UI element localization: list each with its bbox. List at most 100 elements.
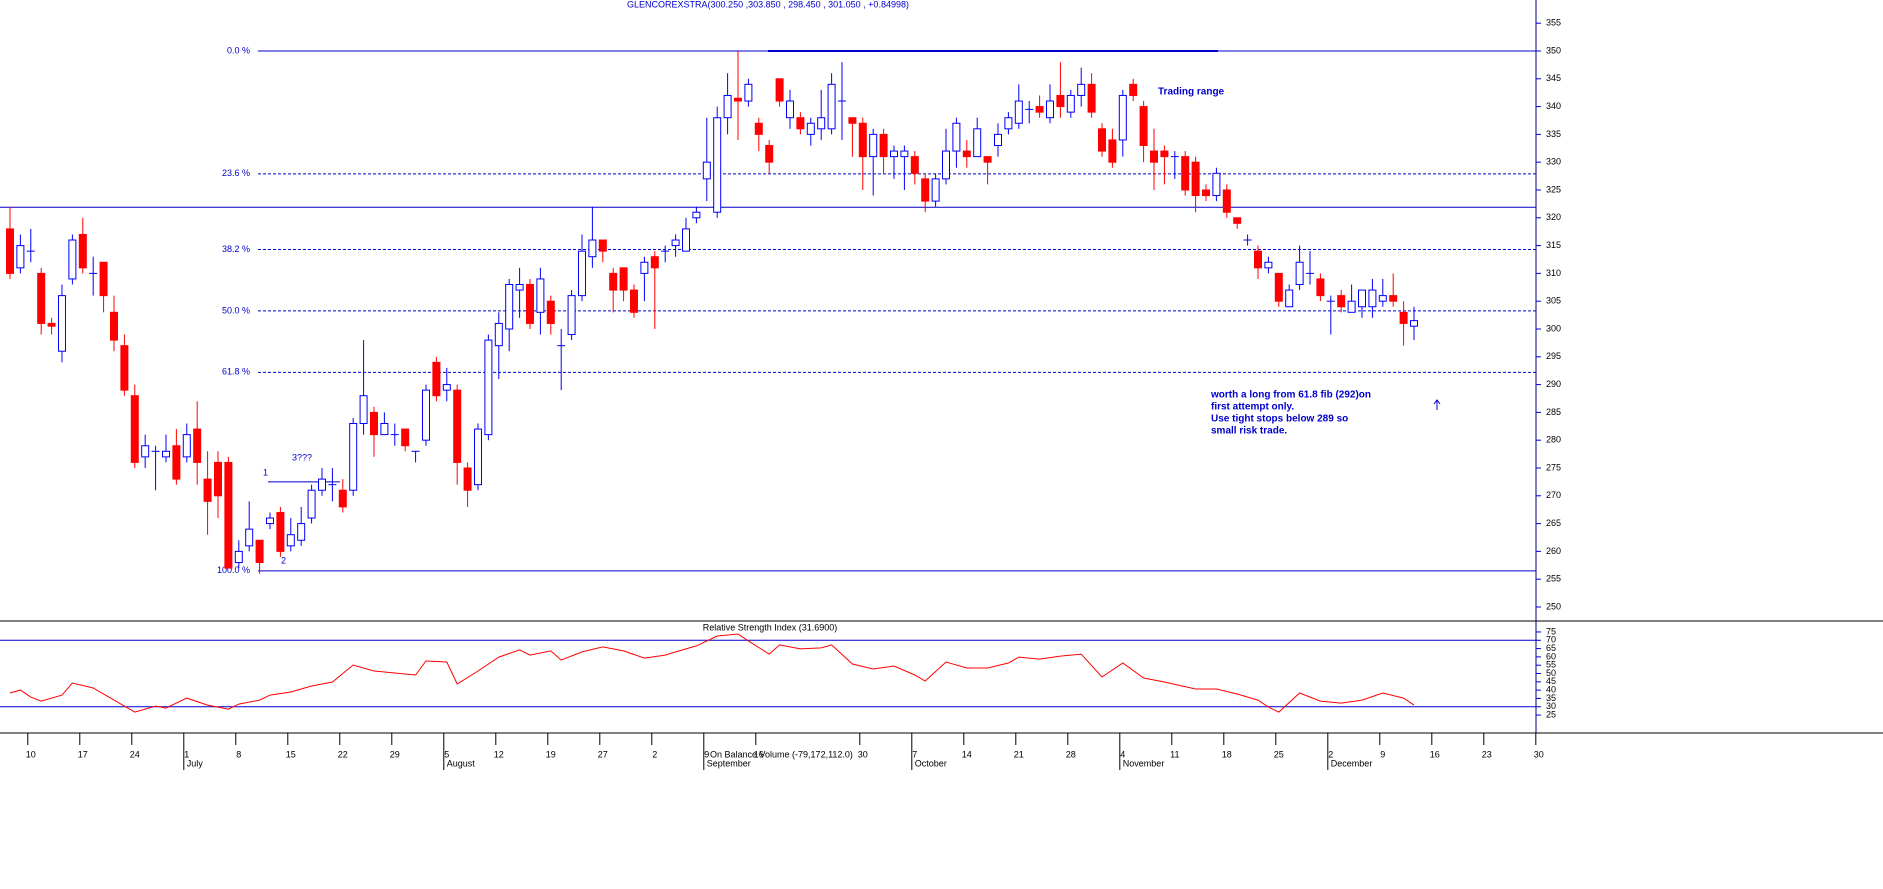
candle-body (494, 322, 503, 347)
candle-body (744, 83, 753, 102)
candle-body (1087, 83, 1096, 113)
candle-body (1233, 217, 1242, 224)
candle-body (1077, 83, 1086, 96)
x-tick-label: 16 (1430, 749, 1440, 759)
x-tick-label: 21 (1014, 749, 1024, 759)
y-tick-label: 50 (1546, 668, 1556, 678)
candle-body (1212, 172, 1221, 197)
x-tick-label: 27 (598, 749, 608, 759)
candle-body (941, 150, 950, 180)
candle-body (1347, 300, 1356, 313)
candle-body (1118, 94, 1127, 141)
candle-body (1316, 278, 1325, 297)
candle-body (1108, 139, 1117, 163)
x-tick-label: 28 (1066, 749, 1076, 759)
x-tick-label: 7 (912, 749, 917, 759)
candle-body (130, 395, 139, 463)
note-line: worth a long from 61.8 fib (292)on (1210, 390, 1371, 401)
y-tick-label: 45 (1546, 676, 1556, 686)
candle-body (1066, 94, 1075, 113)
candle-body (1222, 189, 1231, 213)
y-tick-label: 300 (1546, 323, 1561, 333)
candle-body (484, 339, 493, 436)
candle-body (546, 300, 555, 324)
candle-body (276, 511, 285, 552)
candle-body (1139, 106, 1148, 147)
candle-body (1337, 295, 1346, 308)
candle-body (775, 78, 784, 102)
candle-body (401, 428, 410, 447)
candle-body (317, 478, 326, 491)
candle-body (754, 122, 763, 135)
candle-body (172, 445, 181, 480)
candle-body (1014, 100, 1023, 124)
candle-body (1098, 128, 1107, 152)
fib-label: 50.0 % (222, 305, 250, 315)
candle-body (1004, 117, 1013, 130)
candle-body (380, 423, 389, 436)
x-tick-label: 1 (184, 749, 189, 759)
candle-body (203, 478, 212, 502)
x-tick-label: 24 (130, 749, 140, 759)
y-tick-label: 35 (1546, 693, 1556, 703)
point-label: 2 (281, 555, 286, 565)
candle-body (349, 423, 358, 491)
y-tick-label: 280 (1546, 435, 1561, 445)
candle-body (1150, 150, 1159, 163)
candle-body (141, 445, 150, 458)
month-label: October (915, 758, 947, 768)
candle-body (453, 389, 462, 463)
x-tick-label: 23 (1482, 749, 1492, 759)
candle-body (47, 322, 56, 327)
candle-body (369, 411, 378, 436)
candle-body (931, 178, 940, 202)
candle-body (1358, 289, 1367, 308)
candle-body (463, 467, 472, 491)
candle-body (619, 267, 628, 291)
y-tick-label: 270 (1546, 490, 1561, 500)
candle-body (525, 284, 534, 324)
month-label: August (447, 758, 476, 768)
chart-title: GLENCOREXSTRA(300.250 ,303.850 , 298.450… (627, 0, 909, 9)
candle-body (515, 284, 524, 291)
candle-body (879, 133, 888, 158)
x-tick-label: 12 (494, 749, 504, 759)
candle-body (640, 261, 649, 274)
candle-body (796, 117, 805, 130)
x-tick-label: 14 (962, 749, 972, 759)
candle-body (78, 233, 87, 269)
candle-body (213, 461, 222, 497)
candle-body (577, 250, 586, 297)
candle-body (629, 289, 638, 313)
y-tick-label: 340 (1546, 101, 1561, 111)
candle-body (1378, 295, 1387, 302)
candle-body (234, 550, 243, 564)
candle-body (16, 245, 25, 269)
x-tick-label: 2 (1328, 749, 1333, 759)
candle-body (1274, 272, 1283, 302)
y-tick-label: 30 (1546, 701, 1556, 711)
y-tick-label: 320 (1546, 212, 1561, 222)
candle-body (723, 94, 732, 119)
candle-body (806, 122, 815, 135)
y-tick-label: 255 (1546, 574, 1561, 584)
candle-body (973, 128, 982, 158)
x-tick-label: 2 (652, 749, 657, 759)
x-tick-label: 10 (26, 749, 36, 759)
candle-body (713, 117, 722, 213)
candle-body (733, 97, 742, 102)
candle-body (1035, 106, 1044, 113)
candle-body (359, 395, 368, 425)
candle-body (421, 389, 430, 441)
x-tick-label: 15 (286, 749, 296, 759)
x-tick-label: 9 (704, 749, 709, 759)
candle-body (57, 295, 66, 352)
note-line: Use tight stops below 289 so (1211, 414, 1348, 425)
candle-body (1160, 150, 1169, 158)
candle-body (37, 272, 46, 324)
candle-body (1264, 261, 1273, 269)
candle-body (1046, 100, 1055, 119)
candle-body (182, 434, 191, 458)
candle-body (921, 178, 930, 202)
